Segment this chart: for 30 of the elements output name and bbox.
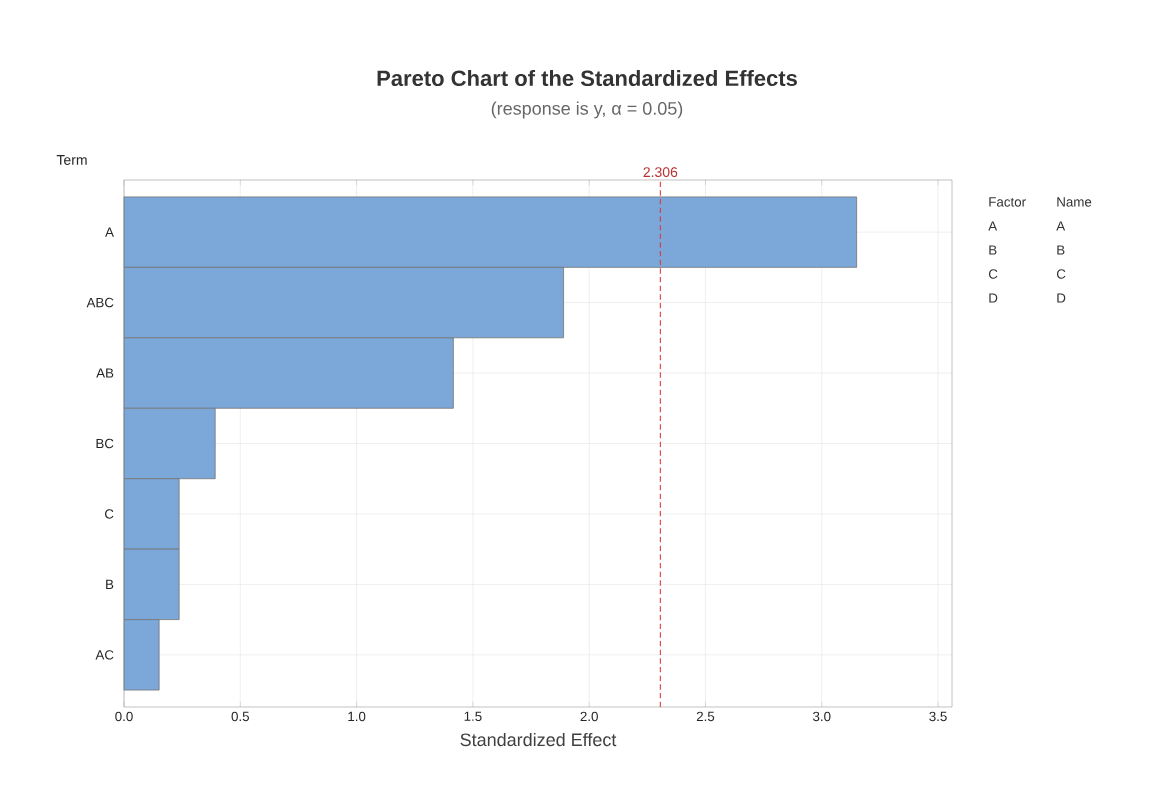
x-axis-title: Standardized Effect (460, 732, 617, 747)
text: C (988, 269, 998, 279)
x-tick-label: 1.0 (348, 711, 366, 722)
y-tick-label: C (105, 509, 114, 519)
x-tick-label: 3.5 (929, 711, 947, 722)
text: B (1057, 245, 1065, 255)
text: D (989, 293, 998, 303)
y-tick-label: AC (95, 650, 114, 660)
y-tick-label: ABC (86, 297, 114, 308)
y-tick-label: A (105, 227, 114, 237)
text: A (1056, 221, 1066, 231)
x-tick-label: 0.5 (231, 711, 250, 722)
text: Name (1057, 197, 1092, 207)
x-tick-label: 0.0 (115, 711, 133, 722)
y-tick-label: BC (96, 438, 114, 449)
y-tick-label: B (106, 579, 114, 589)
chart-subtitle: (response is y, α = 0.05) (491, 101, 683, 119)
y-tick-label: AB (96, 368, 114, 378)
x-tick-label: 2.5 (696, 711, 715, 722)
text: A (988, 221, 998, 231)
x-tick-label: 2.0 (580, 711, 598, 722)
text: B (989, 245, 997, 255)
text: D (1057, 293, 1066, 303)
x-tick-label: 3.0 (812, 711, 831, 722)
y-axis-title: Term (56, 155, 87, 165)
x-tick-label: 1.5 (464, 711, 482, 721)
text: Factor (989, 197, 1026, 207)
ref-line-label: 2.306 (643, 167, 678, 178)
text: C (1056, 269, 1066, 279)
chart-title: Pareto Chart of the Standardized Effects (377, 69, 797, 87)
